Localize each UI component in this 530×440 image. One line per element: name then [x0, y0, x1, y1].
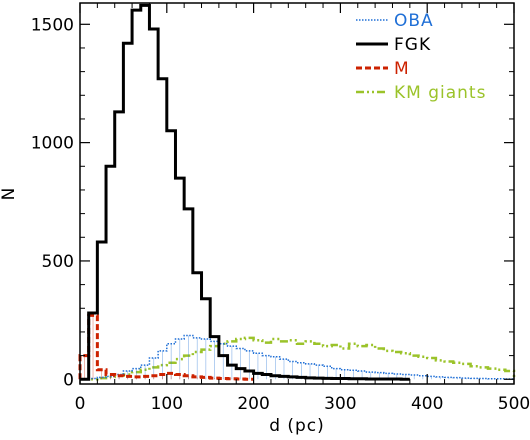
y-axis-title: N: [0, 187, 19, 201]
legend: OBA FGK M KM giants: [356, 11, 486, 103]
series-km-giants: [80, 336, 516, 381]
y-tick-label: 500: [42, 252, 74, 272]
x-tick-label: 200: [237, 394, 269, 414]
y-tick-label: 1000: [31, 134, 74, 154]
series-fgk: [80, 3, 410, 381]
legend-label: M: [394, 59, 410, 79]
y-tick-label: 0: [63, 370, 74, 390]
x-tick-label: 300: [324, 394, 356, 414]
x-tick-label: 400: [411, 394, 443, 414]
legend-item: FGK: [356, 35, 431, 55]
y-tick-label: 1500: [31, 15, 74, 35]
legend-item: OBA: [356, 11, 434, 31]
x-tick-label: 500: [498, 394, 530, 414]
x-tick-label: 100: [151, 394, 183, 414]
series-m: [78, 313, 254, 381]
legend-label: KM giants: [394, 83, 486, 103]
x-tick-label: 0: [75, 394, 86, 414]
x-axis-title: d (pc): [269, 416, 325, 435]
plot-frame: [79, 2, 515, 385]
legend-item: M: [356, 59, 410, 79]
series-oba: [79, 334, 515, 380]
series-line: [79, 334, 515, 380]
ticks-layer: 0 100 200 300 400 500 0 500 1000 1500: [31, 3, 530, 414]
legend-label: FGK: [394, 35, 431, 55]
legend-label: OBA: [394, 11, 434, 31]
legend-item: KM giants: [356, 83, 486, 103]
series-layer: [78, 3, 516, 381]
series-line: [78, 313, 254, 381]
series-line: [80, 3, 410, 381]
series-line: [80, 336, 516, 381]
